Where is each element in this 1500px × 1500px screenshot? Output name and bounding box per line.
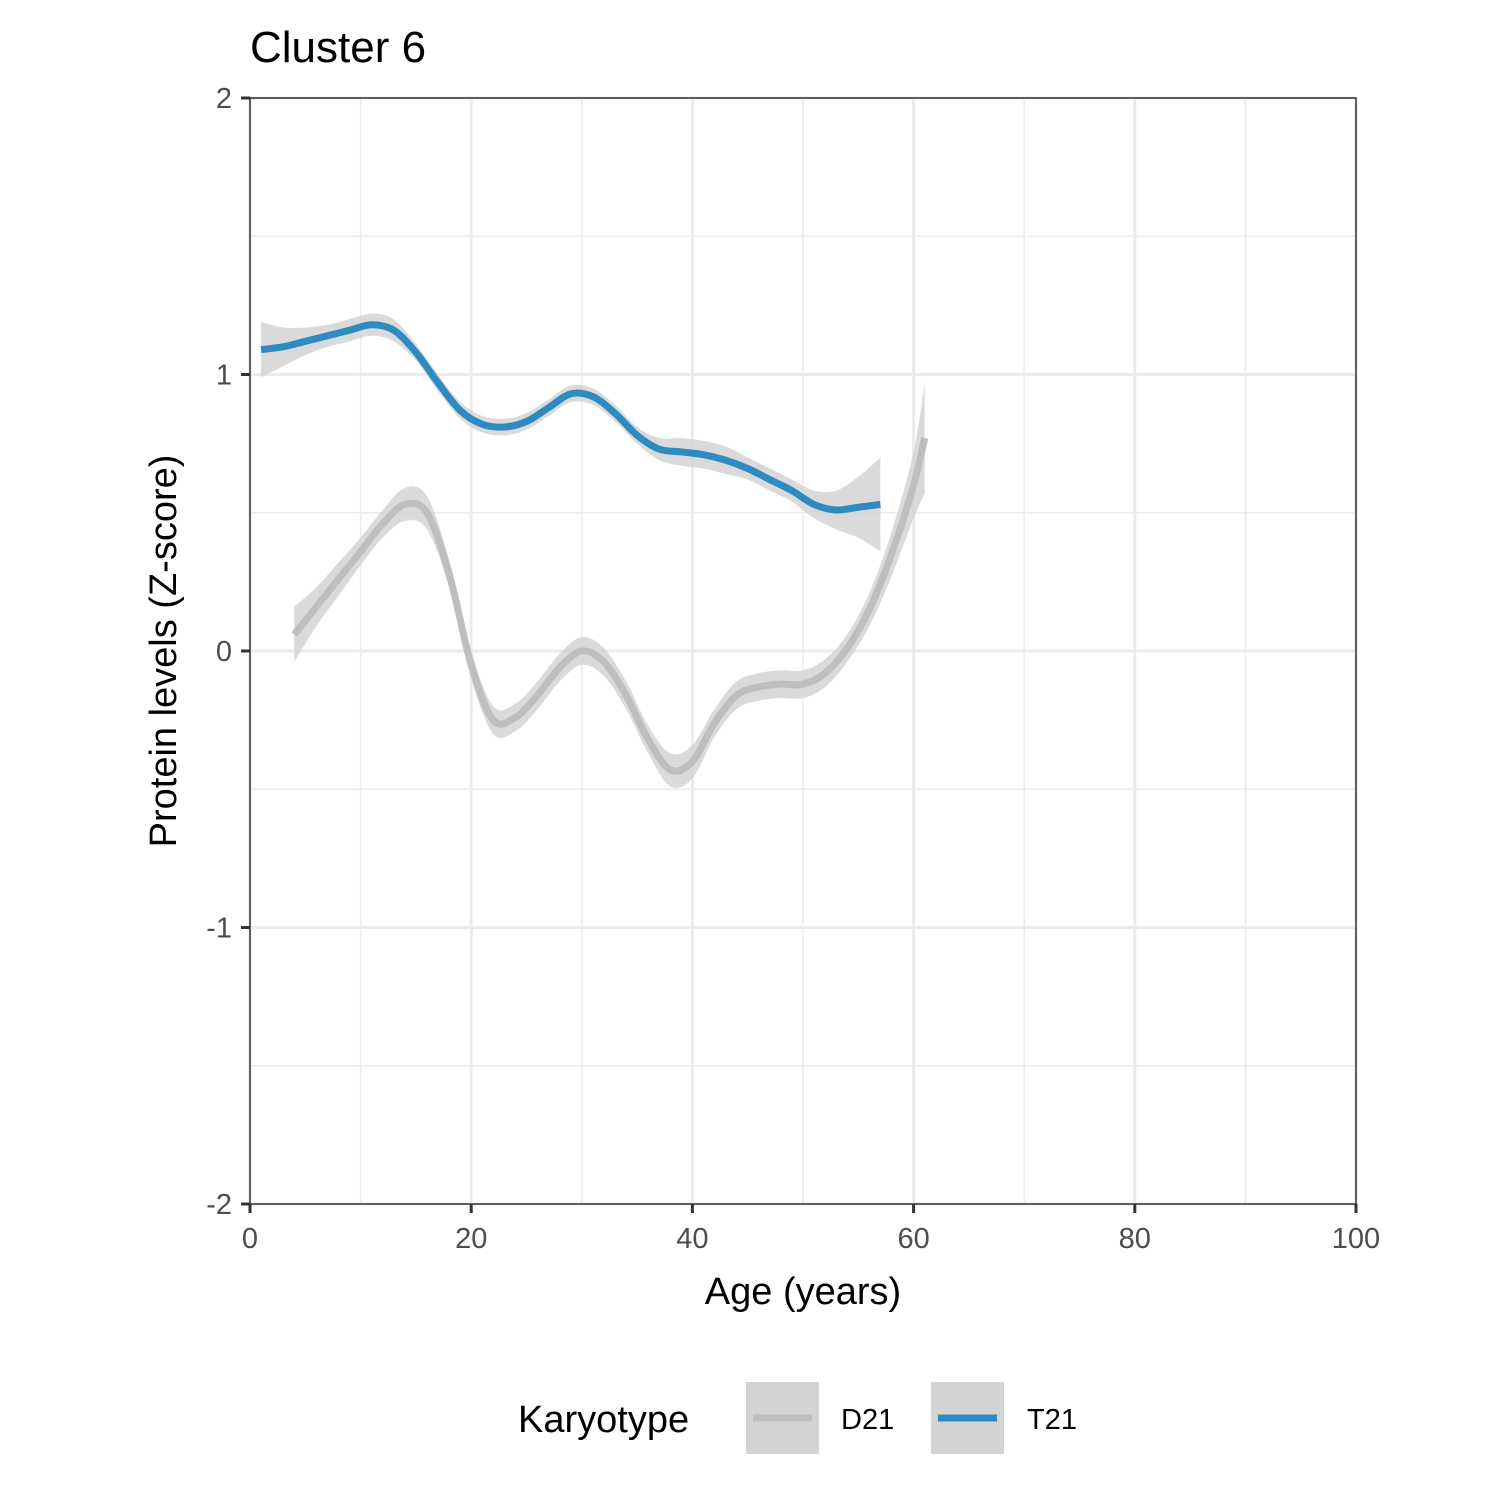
- x-axis: 0 20 40 60 80 100: [242, 1204, 1380, 1255]
- series-lines: [260, 321, 929, 775]
- legend-label-t21: T21: [1027, 1404, 1077, 1436]
- legend-item-d21: D21: [746, 1382, 894, 1454]
- x-tick-label: 40: [676, 1223, 708, 1255]
- legend-item-t21: T21: [931, 1382, 1077, 1454]
- y-tick-label: 2: [216, 83, 232, 115]
- x-axis-title: Age (years): [705, 1271, 901, 1313]
- x-tick-label: 60: [897, 1223, 929, 1255]
- y-tick-label: 0: [216, 636, 232, 668]
- series-line-d21: [291, 437, 929, 775]
- x-tick-label: 20: [455, 1223, 487, 1255]
- series-line-t21: [260, 321, 881, 514]
- plot-area: [248, 96, 1358, 1206]
- y-tick-label: -1: [206, 913, 232, 945]
- legend-label-d21: D21: [841, 1404, 894, 1436]
- x-tick-label: 0: [242, 1223, 258, 1255]
- legend-title: Karyotype: [518, 1399, 689, 1441]
- chart-title: Cluster 6: [250, 23, 426, 72]
- y-tick-label: -2: [206, 1189, 232, 1221]
- y-axis-title: Protein levels (Z-score): [143, 455, 185, 848]
- y-axis: -2 -1 0 1 2: [206, 83, 250, 1221]
- x-tick-label: 80: [1119, 1223, 1151, 1255]
- x-tick-label: 100: [1332, 1223, 1380, 1255]
- legend: Karyotype D21 T21: [518, 1382, 1077, 1454]
- y-tick-label: 1: [216, 360, 232, 392]
